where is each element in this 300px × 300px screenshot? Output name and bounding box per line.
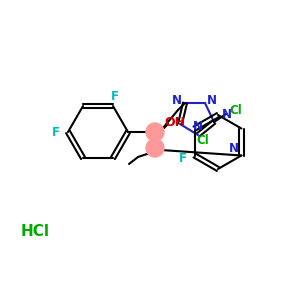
Text: F: F xyxy=(111,89,119,103)
Circle shape xyxy=(146,123,164,141)
Text: Cl: Cl xyxy=(230,103,242,116)
Text: N: N xyxy=(207,94,217,107)
Text: Cl: Cl xyxy=(196,134,209,147)
Text: N: N xyxy=(228,142,239,155)
Text: F: F xyxy=(52,125,60,139)
Text: N: N xyxy=(222,109,232,122)
Text: N: N xyxy=(172,94,182,107)
Text: HCl: HCl xyxy=(20,224,50,239)
Text: F: F xyxy=(178,152,187,165)
Circle shape xyxy=(146,139,164,157)
Text: N: N xyxy=(193,121,203,134)
Text: OH: OH xyxy=(164,116,185,128)
